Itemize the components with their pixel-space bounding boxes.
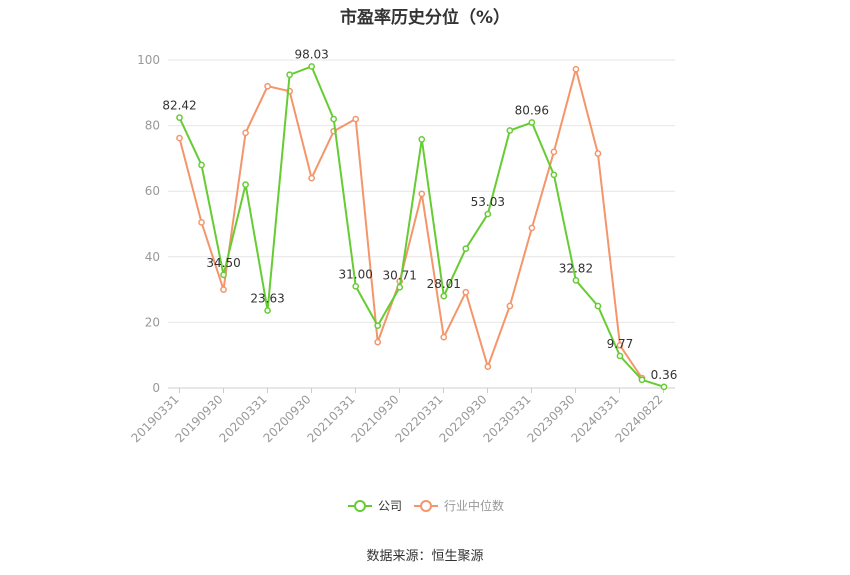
data-point xyxy=(220,271,227,279)
data-point xyxy=(396,283,404,291)
data-point xyxy=(198,161,205,169)
data-label: 53.03 xyxy=(471,195,505,209)
data-point xyxy=(330,115,338,123)
y-tick-label: 20 xyxy=(145,315,160,329)
data-point xyxy=(506,302,514,310)
data-point xyxy=(374,338,382,346)
data-point xyxy=(352,282,360,290)
data-point xyxy=(308,63,315,70)
data-label: 80.96 xyxy=(515,103,549,117)
data-point xyxy=(198,219,205,226)
data-point xyxy=(418,190,426,198)
data-point xyxy=(638,376,646,384)
data-point xyxy=(242,181,249,188)
data-point xyxy=(264,307,271,314)
data-label: 31.00 xyxy=(339,267,373,281)
data-label: 23.63 xyxy=(250,291,284,305)
data-point xyxy=(616,352,624,360)
data-point xyxy=(506,127,514,134)
data-point xyxy=(462,288,470,296)
data-point xyxy=(528,224,536,232)
data-point xyxy=(572,277,580,284)
data-point xyxy=(550,171,558,179)
legend-marker-0 xyxy=(354,500,366,512)
data-point xyxy=(242,129,249,137)
data-label: 28.01 xyxy=(427,277,461,291)
data-point xyxy=(220,286,227,293)
data-label: 34.50 xyxy=(206,256,240,270)
data-point xyxy=(594,150,602,157)
data-point xyxy=(418,136,426,143)
data-point xyxy=(594,302,602,310)
data-point xyxy=(660,383,668,391)
data-point xyxy=(176,114,183,122)
y-tick-label: 100 xyxy=(137,53,160,67)
data-label: 9.77 xyxy=(607,337,634,351)
data-point xyxy=(528,119,536,126)
legend-marker-1 xyxy=(420,500,432,512)
data-point xyxy=(440,292,448,300)
data-point xyxy=(264,82,271,90)
data-point xyxy=(176,134,183,142)
data-label: 82.42 xyxy=(162,99,196,113)
legend-label-1: 行业中位数 xyxy=(444,498,504,513)
data-point xyxy=(308,174,315,182)
data-label: 98.03 xyxy=(294,47,328,61)
y-tick-label: 60 xyxy=(145,184,160,198)
data-point xyxy=(440,333,448,341)
y-tick-label: 40 xyxy=(145,250,160,264)
data-point xyxy=(352,115,360,123)
y-tick-label: 0 xyxy=(152,381,160,395)
chart-title: 市盈率历史分位（%） xyxy=(339,8,511,28)
series-line-0 xyxy=(178,65,665,388)
data-point xyxy=(616,342,624,349)
data-source: 数据来源：恒生聚源 xyxy=(366,549,484,564)
data-point xyxy=(374,322,382,330)
data-label: 0.36 xyxy=(651,368,678,382)
series-line-1 xyxy=(178,65,643,379)
data-label: 30.71 xyxy=(383,268,417,282)
data-point xyxy=(550,148,558,156)
data-label: 32.82 xyxy=(559,261,593,275)
legend-label-0: 公司 xyxy=(378,499,402,513)
data-point xyxy=(572,65,580,73)
data-point xyxy=(462,245,470,252)
data-point xyxy=(484,210,492,218)
y-tick-label: 80 xyxy=(145,119,160,133)
data-point xyxy=(484,363,492,371)
x-tick-label: 20240822 xyxy=(613,392,666,445)
data-point xyxy=(286,71,293,79)
